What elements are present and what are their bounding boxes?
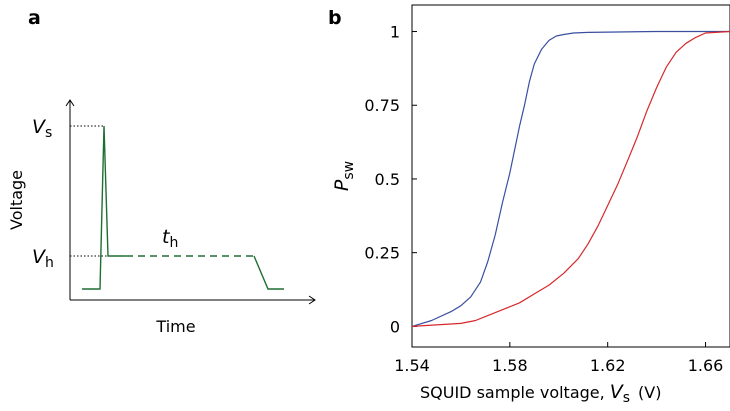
panel-a-label: a bbox=[28, 7, 41, 29]
y-tick-label: 1 bbox=[390, 23, 400, 42]
panel-a-x-axis-arrow bbox=[308, 295, 316, 305]
x-tick-label: 1.62 bbox=[590, 356, 626, 375]
y-tick-label: 0 bbox=[390, 317, 400, 336]
panel-a-y-axis-arrow bbox=[65, 99, 75, 107]
panel-b-label: b bbox=[328, 7, 342, 29]
panel-b-y-label: Psw bbox=[331, 161, 357, 191]
panel-a-th-annotation: th bbox=[162, 226, 178, 251]
panel-a-vh-label: Vh bbox=[32, 246, 54, 271]
x-tick-label: 1.58 bbox=[492, 356, 528, 375]
panel-a-pulse-fall bbox=[253, 255, 284, 290]
series-line-red bbox=[411, 30, 730, 327]
y-tick-label: 0.5 bbox=[375, 170, 400, 189]
y-tick-label: 0.75 bbox=[364, 96, 400, 115]
panel-a-x-label: Time bbox=[155, 317, 195, 336]
panel-b-ticks: 0 0.25 0.5 0.75 1 1.54 1.58 1.62 1.66 bbox=[364, 23, 723, 375]
panel-b: b 0 0.25 0.5 0.75 1 1.54 1.58 1.62 1.66 Psw SQUI… bbox=[328, 4, 730, 406]
panel-b-series bbox=[411, 30, 730, 327]
series-line-blue bbox=[411, 30, 730, 327]
x-tick-label: 1.54 bbox=[394, 356, 430, 375]
panel-a-y-label: Voltage bbox=[7, 170, 26, 230]
panel-b-x-label: SQUID sample voltage, Vs (V) bbox=[420, 381, 661, 406]
panel-a: a Vs Vh th Time Voltage bbox=[7, 7, 316, 336]
panel-b-plot-frame bbox=[411, 4, 730, 348]
panel-a-vs-label: Vs bbox=[32, 116, 52, 141]
panel-a-pulse-solid bbox=[82, 125, 126, 290]
y-tick-label: 0.25 bbox=[364, 244, 400, 263]
x-tick-label: 1.66 bbox=[688, 356, 724, 375]
